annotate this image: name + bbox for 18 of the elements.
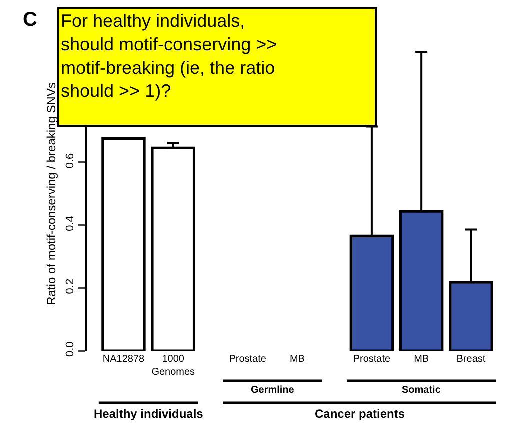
y-axis-title: Ratio of motif-conserving / breaking SNVs: [44, 82, 58, 306]
x-tick-label: Breast: [456, 354, 486, 365]
x-tick-label: NA12878: [102, 354, 146, 365]
x-tick-label: MB: [414, 354, 430, 365]
y-tick-label: 0.4: [64, 216, 77, 232]
text: Healthy individuals: [94, 407, 204, 421]
x-tick-label: MB: [290, 354, 306, 365]
text: Cancer patients: [315, 407, 406, 421]
x-tick-label: Prostate: [229, 354, 267, 365]
y-tick-label: 0.0: [64, 342, 77, 357]
x-tick-label: 1000 Genomes: [152, 354, 196, 378]
text: Somatic: [402, 385, 442, 396]
y-tick-label: 0.6: [64, 153, 77, 169]
annotation: For healthy individuals, should motif-conserving >> motif-breaking (ie, the ratio should >> 1)?: [61, 11, 278, 102]
text: Germline: [251, 385, 295, 396]
y-tick-label: 0.2: [64, 278, 77, 294]
text: C: [23, 9, 38, 31]
x-tick-label: Prostate: [353, 354, 391, 365]
